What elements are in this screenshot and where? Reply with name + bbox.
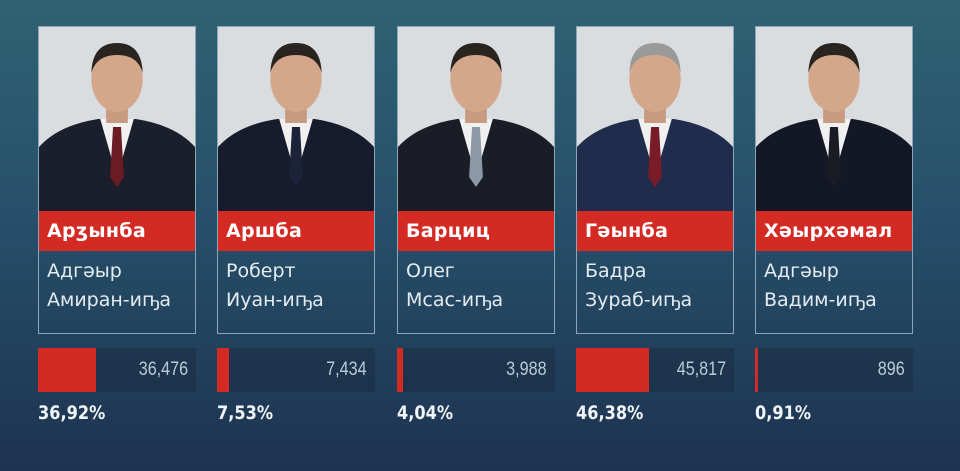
candidate-photo [756,27,912,211]
candidate-3: Барциц Олег Мсас-иҧа 3,988 4,04% [397,26,555,424]
candidate-4: Гәынба Бадра Зураб-иҧа 45,817 46,38% [576,26,734,424]
vote-bar: 36,476 [38,348,196,392]
vote-bar-fill [755,348,758,392]
vote-bar-fill [38,348,97,392]
candidate-surname: Арӡынба [39,211,195,251]
vote-bar-fill [397,348,404,392]
vote-percent: 0,91% [755,402,812,424]
candidate-photo [577,27,733,211]
candidate-given-name: Адгәыр Вадим-иҧа [756,251,912,315]
candidate-photo [398,27,554,211]
vote-percent: 7,53% [217,402,274,424]
vote-percent: 36,92% [38,402,106,424]
candidate-surname: Барциц [398,211,554,251]
candidate-given-name: Бадра Зураб-иҧа [577,251,733,315]
candidate-given-name: Олег Мсас-иҧа [398,251,554,315]
candidate-surname: Гәынба [577,211,733,251]
candidate-2: Аршба Роберт Иуан-иҧа 7,434 7,53% [217,26,375,424]
vote-count: 45,817 [676,359,726,380]
vote-bar: 896 [755,348,913,392]
vote-bar-fill [576,348,650,392]
candidate-photo [218,27,374,211]
vote-count: 3,988 [506,359,547,380]
vote-bar: 45,817 [576,348,734,392]
given-name: Бадра [585,260,647,282]
candidate-surname: Аршба [218,211,374,251]
vote-count: 36,476 [138,359,188,380]
patronymic: Зураб-иҧа [585,289,693,311]
candidate-surname: Хәырхәмал [756,211,912,251]
vote-count: 896 [878,359,905,380]
given-name: Олег [406,260,455,282]
vote-count: 7,434 [326,359,367,380]
candidate-card: Барциц Олег Мсас-иҧа [397,26,555,334]
patronymic: Иуан-иҧа [226,289,324,311]
vote-bar: 7,434 [217,348,375,392]
candidate-5: Хәырхәмал Адгәыр Вадим-иҧа 896 0,91% [755,26,913,424]
vote-bar: 3,988 [397,348,555,392]
vote-percent: 46,38% [576,402,644,424]
candidate-card: Арӡынба Адгәыр Амиран-иҧа [38,26,196,334]
vote-bar-fill [217,348,229,392]
candidate-card: Аршба Роберт Иуан-иҧа [217,26,375,334]
patronymic: Мсас-иҧа [406,289,504,311]
candidate-card: Гәынба Бадра Зураб-иҧа [576,26,734,334]
candidate-given-name: Адгәыр Амиран-иҧа [39,251,195,315]
candidate-card: Хәырхәмал Адгәыр Вадим-иҧа [755,26,913,334]
patronymic: Амиран-иҧа [47,289,172,311]
candidate-photo [39,27,195,211]
candidate-1: Арӡынба Адгәыр Амиран-иҧа 36,476 36,92% [38,26,196,424]
given-name: Адгәыр [764,260,839,282]
candidate-given-name: Роберт Иуан-иҧа [218,251,374,315]
patronymic: Вадим-иҧа [764,289,877,311]
given-name: Роберт [226,260,296,282]
given-name: Адгәыр [47,260,122,282]
vote-percent: 4,04% [397,402,454,424]
